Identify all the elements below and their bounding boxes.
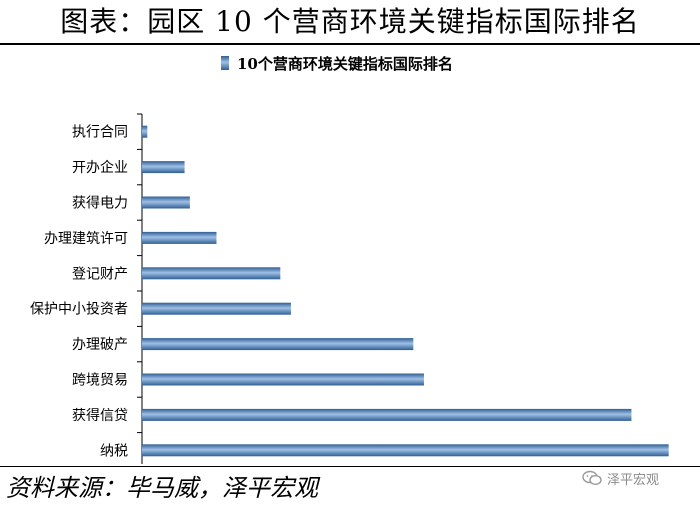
legend-label: 10个营商环境关键指标国际排名 (237, 55, 453, 73)
source-note: 资料来源：毕马威，泽平宏观 (6, 474, 318, 502)
bar (142, 231, 217, 244)
bar (142, 373, 424, 386)
plot-area: 020406080100执行合同开办企业获得电力办理建筑许可登记财产保护中小投资… (30, 113, 669, 464)
bar (142, 267, 281, 280)
category-label: 办理建筑许可 (44, 231, 128, 247)
watermark-label: 泽平宏观 (607, 472, 660, 488)
category-label: 执行合同 (72, 125, 128, 141)
category-label: 跨境贸易 (72, 373, 128, 389)
bar (142, 161, 185, 174)
category-label: 登记财产 (72, 266, 128, 282)
title-divider (0, 43, 700, 45)
chart-legend: 10个营商环境关键指标国际排名 (221, 55, 453, 73)
bar (142, 338, 414, 351)
category-label: 纳税 (100, 443, 128, 459)
watermark: 泽平宏观 (582, 466, 659, 490)
bar (142, 196, 190, 209)
legend-swatch (221, 56, 229, 70)
bar (142, 444, 669, 457)
bar-chart: 10个营商环境关键指标国际排名 020406080100执行合同开办企业获得电力… (30, 55, 669, 464)
category-label: 获得信贷 (72, 407, 128, 424)
bar (142, 302, 291, 315)
category-label: 保护中小投资者 (30, 302, 128, 318)
bar (142, 125, 148, 138)
category-label: 办理破产 (72, 337, 128, 353)
footer-divider (0, 466, 700, 467)
category-label: 获得电力 (72, 195, 128, 212)
bar (142, 408, 632, 421)
page-title: 图表：园区 10 个营商环境关键指标国际排名 (60, 5, 640, 38)
category-label: 开办企业 (72, 159, 128, 176)
wechat-icon (582, 470, 602, 486)
